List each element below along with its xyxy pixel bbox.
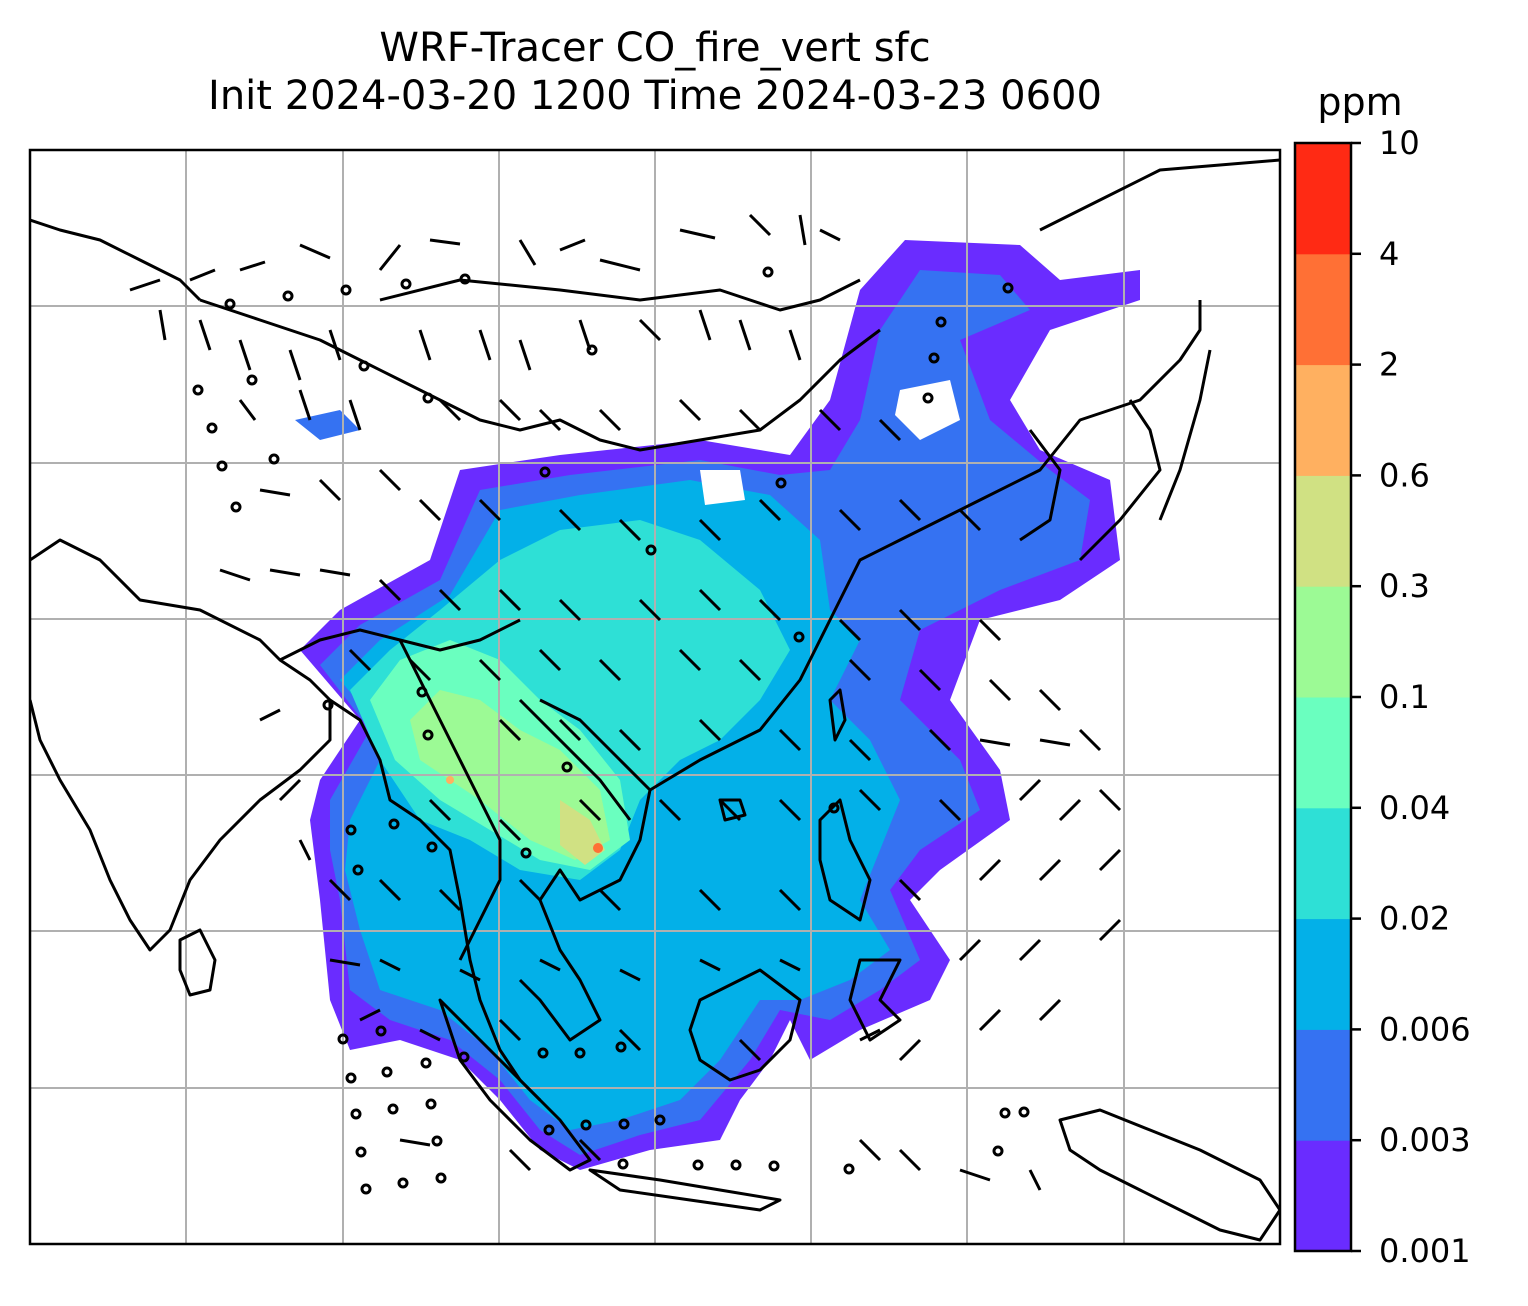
colorbar-tick-label: 0.04 (1379, 789, 1450, 827)
colorbar-segment (1295, 586, 1351, 698)
colorbar-unit-label: ppm (1317, 80, 1403, 124)
colorbar-tick-label: 4 (1379, 235, 1399, 273)
colorbar-segment (1295, 697, 1351, 809)
colorbar-tick-label: 0.1 (1379, 678, 1430, 716)
field-level-9 (593, 843, 603, 853)
sumatra (438, 998, 592, 1172)
philippines (818, 798, 872, 922)
colorbar-tick-label: 0.02 (1379, 900, 1450, 938)
china-coast (649, 300, 1202, 792)
borneo (688, 968, 802, 1082)
wind-barbs (129, 213, 1122, 1191)
india-coast (30, 538, 332, 952)
russia-coast (1039, 158, 1280, 232)
field-blob-white-2 (700, 470, 745, 505)
map-frame (28, 148, 1282, 1246)
field-blob-white-1 (895, 380, 960, 440)
colorbar-segment (1295, 143, 1351, 255)
mongolia-border (379, 278, 861, 312)
field-level-8 (446, 776, 454, 784)
colorbar-tick-label: 0.006 (1379, 1010, 1471, 1048)
new-guinea (1058, 1108, 1280, 1242)
bay-of-bengal-coast (329, 698, 542, 1102)
colorbar-segment (1295, 1140, 1351, 1252)
map-panel (30, 150, 1280, 1244)
colorbar-segment (1295, 364, 1351, 476)
taiwan (828, 688, 847, 742)
title-line-2: Init 2024-03-20 1200 Time 2024-03-23 060… (208, 73, 1102, 119)
central-asia-border (30, 218, 202, 302)
title-line-1: WRF-Tracer CO_fire_vert sfc (379, 25, 931, 71)
sulawesi (848, 958, 902, 1042)
hainan (718, 798, 747, 822)
java (588, 1168, 782, 1212)
colorbar-segment (1295, 253, 1351, 366)
colorbar-tick-label: 0.6 (1379, 456, 1430, 494)
colorbar-tick-label: 2 (1379, 346, 1399, 384)
indochina-coast (518, 698, 652, 1042)
colorbar-segment (1295, 1029, 1351, 1141)
map-title: WRF-Tracer CO_fire_vert sfc Init 2024-03… (30, 24, 1280, 120)
sri-lanka (178, 928, 217, 997)
colorbar-tick-label: 10 (1379, 124, 1420, 162)
gridlines (30, 150, 1280, 1244)
colorbar-segment (1295, 475, 1351, 587)
colorbar-tick-label: 0.3 (1379, 567, 1430, 605)
colorbar-segment (1295, 918, 1351, 1030)
laos-vietnam-border (518, 698, 632, 821)
colorbar-segment (1295, 807, 1351, 920)
calm-wind-markers (192, 266, 1030, 1195)
colorbar: 0.001 0.003 0.006 0.02 0.04 0.1 0.3 0.6 2 4 10 (1293, 124, 1471, 1270)
colorbar-tick-label: 0.003 (1379, 1121, 1471, 1159)
china-border-north (199, 298, 881, 452)
colorbar-tick-label: 0.001 (1379, 1232, 1471, 1270)
korea-japan (1019, 349, 1212, 562)
